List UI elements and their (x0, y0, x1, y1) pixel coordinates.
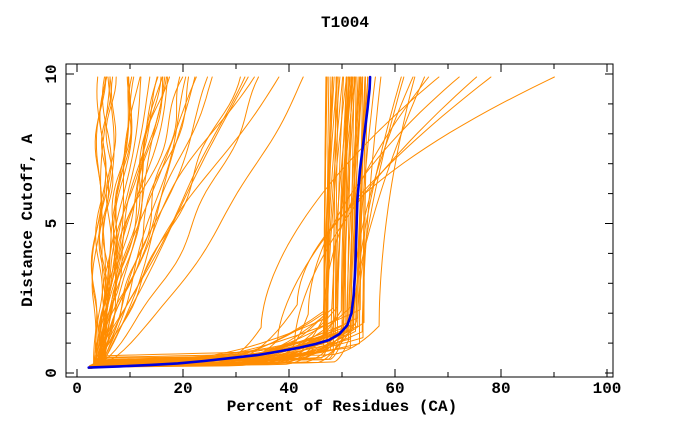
model-curve (88, 76, 338, 369)
x-tick-label-20: 20 (173, 380, 192, 398)
model-curve (88, 76, 135, 369)
axis-layer (65, 63, 614, 378)
model-curve (88, 76, 478, 369)
model-curve (88, 76, 112, 369)
model-curve (88, 76, 181, 369)
y-tick-label-10: 10 (43, 64, 61, 83)
model-curve (88, 76, 168, 369)
x-tick-label-100: 100 (593, 380, 622, 398)
model-curve (88, 76, 133, 369)
model-curve (88, 76, 350, 369)
chart-title: T1004 (321, 14, 369, 32)
model-curve (88, 76, 112, 369)
model-curve (88, 76, 280, 369)
model-curve (88, 76, 356, 369)
model-curve (88, 76, 163, 369)
model-curve (88, 76, 304, 369)
x-tick-label-60: 60 (385, 380, 404, 398)
x-axis-label: Percent of Residues (CA) (227, 398, 457, 416)
model-curve (88, 76, 246, 369)
model-curve (88, 76, 151, 369)
model-curve (88, 76, 460, 369)
model-curve (88, 76, 416, 369)
y-tick-label-0: 0 (43, 368, 61, 378)
plot-frame (65, 63, 614, 378)
model-curve (88, 76, 259, 369)
model-curves-layer (87, 75, 555, 369)
model-curve (88, 76, 241, 369)
x-tick-label-80: 80 (491, 380, 510, 398)
model-curve (88, 76, 196, 369)
x-tick-label-0: 0 (72, 380, 82, 398)
model-curve (88, 76, 111, 369)
highlighted-model-curve (87, 75, 372, 369)
y-axis-label: Distance Cutoff, A (19, 134, 37, 307)
model-curve (88, 76, 141, 369)
model-curve (88, 76, 187, 369)
x-tick-label-40: 40 (279, 380, 298, 398)
model-curve (88, 76, 108, 369)
model-curve (88, 76, 430, 369)
model-curve (88, 76, 189, 369)
model-curve (88, 76, 107, 369)
y-tick-label-5: 5 (43, 219, 61, 229)
